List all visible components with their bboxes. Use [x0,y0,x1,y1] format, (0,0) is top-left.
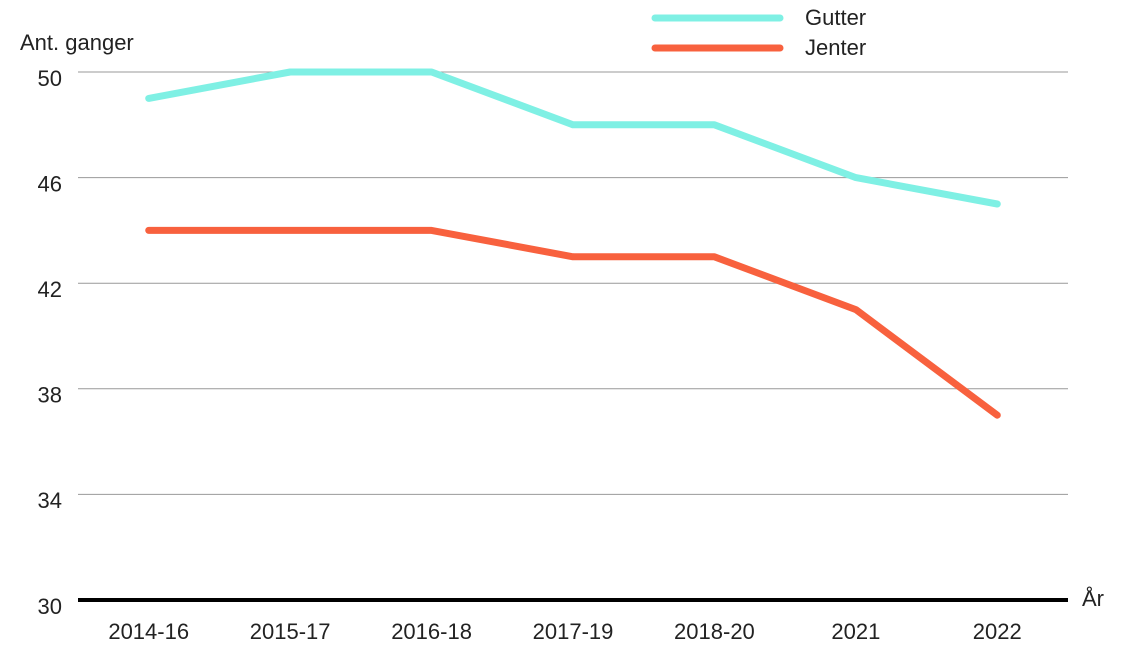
x-tick-label: 2016-18 [391,619,472,644]
y-tick-label: 42 [38,277,62,302]
series-line [145,68,1001,208]
y-tick-label: 30 [38,594,62,619]
x-tick-label: 2022 [973,619,1022,644]
series-line [145,226,1001,419]
x-tick-label: 2015-17 [250,619,331,644]
x-tick-label: 2018-20 [674,619,755,644]
legend-label: Jenter [805,35,866,60]
y-tick-label: 38 [38,383,62,408]
legend-label: Gutter [805,5,866,30]
x-tick-label: 2014-16 [108,619,189,644]
x-axis-label: År [1082,586,1104,611]
y-tick-label: 34 [38,488,62,513]
y-tick-label: 50 [38,66,62,91]
y-tick-label: 46 [38,171,62,196]
y-axis-label: Ant. ganger [20,30,134,55]
x-tick-label: 2017-19 [533,619,614,644]
x-tick-label: 2021 [831,619,880,644]
